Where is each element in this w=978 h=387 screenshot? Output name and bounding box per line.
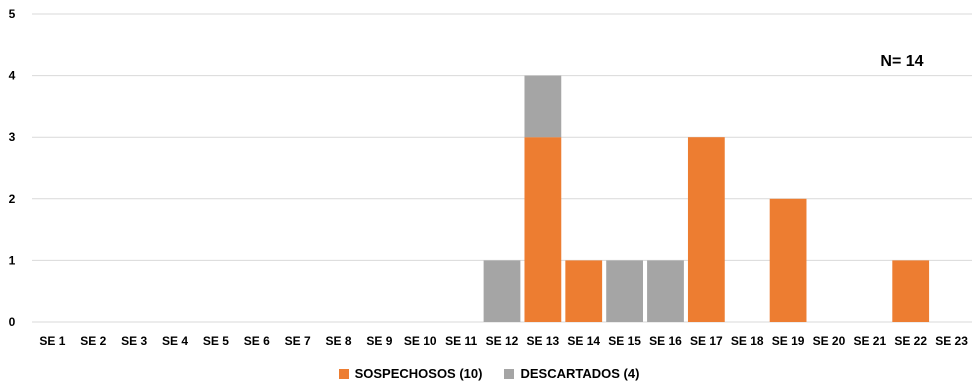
y-axis-ticks: 0 1 2 3 4 5 <box>9 7 16 329</box>
bar-descartados <box>606 260 643 322</box>
y-tick-label: 4 <box>9 69 16 83</box>
x-tick-label: SE 9 <box>366 334 392 348</box>
x-tick-label: SE 8 <box>326 334 352 348</box>
y-tick-label: 2 <box>9 192 16 206</box>
bar-sospechosos <box>892 260 930 322</box>
legend-item-sospechosos: SOSPECHOSOS (10) <box>338 366 483 381</box>
x-tick-label: SE 22 <box>894 334 927 348</box>
x-tick-label: SE 13 <box>527 334 560 348</box>
x-tick-label: SE 11 <box>445 334 477 348</box>
x-tick-label: SE 19 <box>772 334 805 348</box>
x-tick-label: SE 7 <box>285 334 311 348</box>
x-tick-label: SE 21 <box>853 334 886 348</box>
bar-descartados <box>483 260 521 322</box>
legend-label-descartados: DESCARTADOS (4) <box>520 366 640 381</box>
n-annotation: N= 14 <box>880 53 923 70</box>
legend-item-descartados: DESCARTADOS (4) <box>504 366 639 381</box>
y-tick-label: 1 <box>9 253 16 267</box>
bar-descartados <box>647 260 684 322</box>
x-tick-label: SE 16 <box>649 334 682 348</box>
legend-label-sospechosos: SOSPECHOSOS (10) <box>354 366 483 381</box>
x-tick-label: SE 23 <box>935 334 968 348</box>
x-tick-label: SE 6 <box>244 334 270 348</box>
y-tick-label: 5 <box>9 7 16 21</box>
bar-sospechosos <box>565 260 603 322</box>
x-tick-label: SE 18 <box>731 334 764 348</box>
bars <box>483 75 930 322</box>
gridlines <box>32 13 972 323</box>
x-tick-label: SE 15 <box>608 334 641 348</box>
legend: SOSPECHOSOS (10) DESCARTADOS (4) <box>0 366 978 381</box>
x-tick-label: SE 5 <box>203 334 229 348</box>
x-axis-ticks: SE 1 SE 2 SE 3 SE 4 SE 5 SE 6 SE 7 SE 8 SE 9 SE 1… <box>39 334 968 348</box>
x-tick-label: SE 4 <box>162 334 188 348</box>
y-tick-label: 3 <box>9 130 16 144</box>
x-tick-label: SE 17 <box>690 334 723 348</box>
x-tick-label: SE 12 <box>486 334 519 348</box>
x-tick-label: SE 10 <box>404 334 437 348</box>
y-tick-label: 0 <box>9 315 16 329</box>
bar-sospechosos <box>687 137 725 322</box>
x-tick-label: SE 20 <box>813 334 846 348</box>
x-tick-label: SE 3 <box>121 334 147 348</box>
x-tick-label: SE 1 <box>39 334 65 348</box>
legend-swatch-descartados <box>504 368 515 379</box>
x-tick-label: SE 14 <box>567 334 600 348</box>
bar-sospechosos <box>769 198 807 322</box>
bar-descartados <box>524 75 562 138</box>
legend-swatch-sospechosos <box>338 368 349 379</box>
bar-sospechosos <box>524 137 562 322</box>
x-tick-label: SE 2 <box>80 334 106 348</box>
